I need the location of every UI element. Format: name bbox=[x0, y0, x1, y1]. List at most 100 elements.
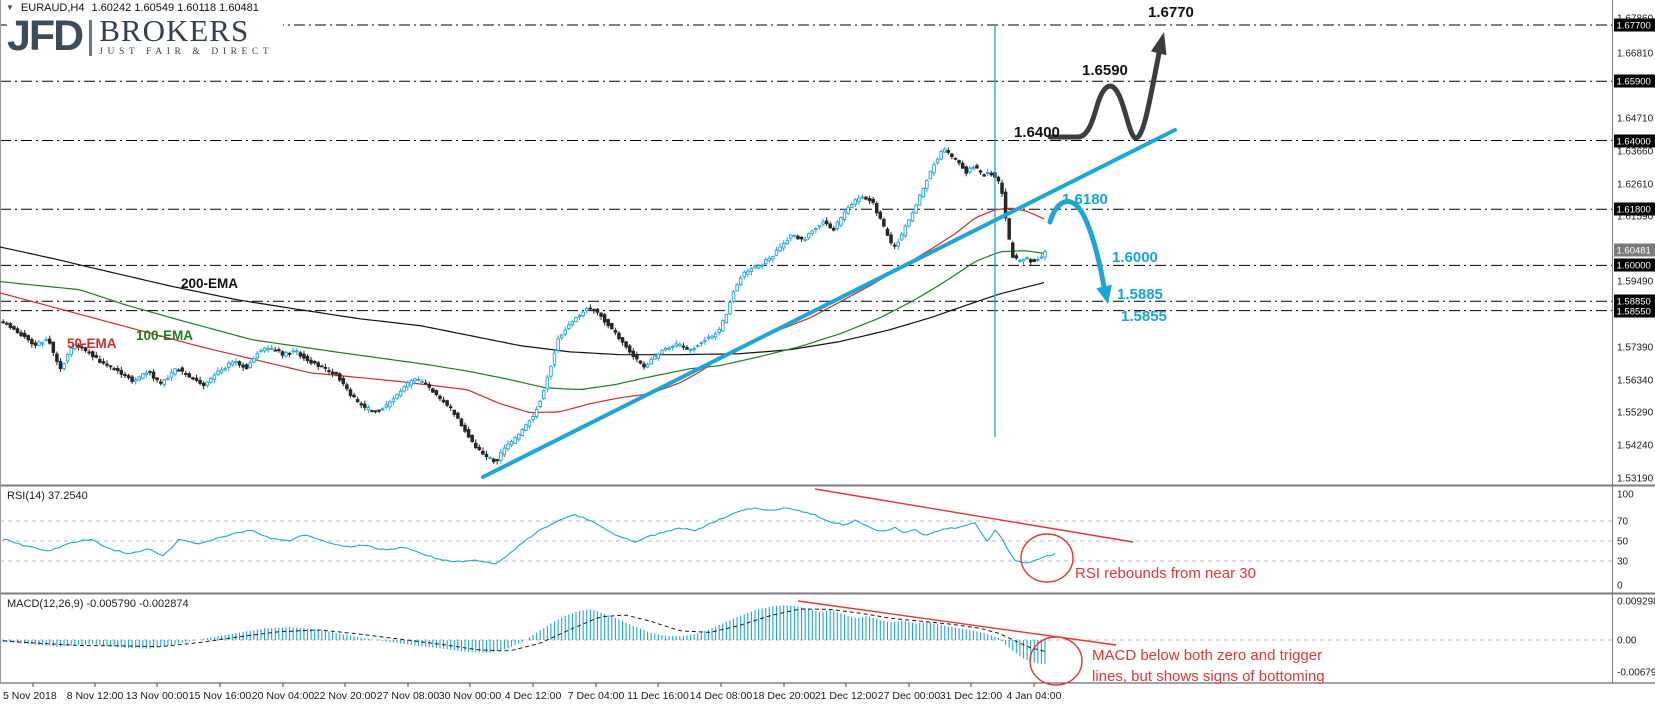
candle-body bbox=[463, 424, 467, 432]
candle-body bbox=[617, 332, 621, 340]
current-price-badge bbox=[1614, 243, 1655, 257]
macd-annotation-note-line2[interactable]: lines, but shows signs of bottoming bbox=[1092, 668, 1325, 685]
candle-body bbox=[763, 259, 768, 265]
candle-body bbox=[33, 342, 38, 346]
jfd-brokers-logo: JFD BROKERS JUST FAIR & DIRECT bbox=[7, 15, 284, 60]
candle-body bbox=[588, 307, 593, 310]
time-axis-label: 22 Nov 20:00 bbox=[314, 690, 377, 702]
rsi-annotation-note[interactable]: RSI rebounds from near 30 bbox=[1075, 565, 1256, 582]
candle-body bbox=[946, 150, 951, 153]
candle-body bbox=[542, 390, 546, 399]
macd-divergence-trendline[interactable] bbox=[797, 600, 1117, 646]
level-1-6000[interactable]: 1.6000 bbox=[1112, 249, 1158, 266]
candle-body bbox=[985, 172, 990, 174]
candle-body bbox=[846, 207, 850, 214]
candle-body bbox=[631, 350, 636, 358]
ema200-label[interactable]: 200-EMA bbox=[181, 276, 239, 291]
ema100-line bbox=[0, 250, 1045, 390]
candle-body bbox=[925, 180, 929, 189]
candle-body bbox=[262, 347, 267, 352]
rsi-highlight-circle[interactable] bbox=[1020, 533, 1074, 583]
macd-highlight-circle[interactable] bbox=[1029, 636, 1083, 686]
candle-body bbox=[12, 326, 16, 330]
ema50-line bbox=[0, 207, 1045, 414]
target-level-1-6590[interactable]: 1.6590 bbox=[1082, 62, 1128, 79]
candle-body bbox=[320, 365, 324, 368]
level-1-6400[interactable]: 1.6400 bbox=[1014, 124, 1060, 141]
candle-body bbox=[90, 351, 95, 358]
bullish-projection-arrowhead-icon[interactable] bbox=[1150, 32, 1167, 56]
candle-body bbox=[509, 441, 514, 446]
candle-body bbox=[323, 366, 328, 369]
rsi-axis-label: 30 bbox=[1617, 557, 1629, 568]
ema50-label[interactable]: 50-EMA bbox=[67, 336, 117, 351]
candle-body bbox=[180, 367, 184, 372]
candle-body bbox=[373, 410, 378, 413]
time-axis-label: 27 Dec 00:00 bbox=[878, 690, 941, 702]
ascending-trendline[interactable] bbox=[481, 128, 1177, 479]
level-1-6180[interactable]: 1.6180 bbox=[1062, 191, 1108, 208]
candle-body bbox=[513, 437, 517, 444]
candle-body bbox=[810, 230, 815, 234]
level-1-5885[interactable]: 1.5885 bbox=[1117, 286, 1163, 303]
candle-body bbox=[162, 379, 167, 386]
pullback-arrow-path[interactable] bbox=[1047, 199, 1107, 290]
price-axis-label: 1.64710 bbox=[1617, 114, 1654, 125]
bullish-projection-path[interactable] bbox=[1047, 50, 1162, 141]
candle-body bbox=[474, 442, 478, 449]
rsi-divergence-trendline[interactable] bbox=[814, 488, 1134, 543]
candle-body bbox=[237, 361, 242, 366]
candle-body bbox=[749, 268, 754, 272]
candle-body bbox=[653, 355, 657, 360]
candle-body bbox=[638, 360, 643, 364]
candle-body bbox=[907, 219, 911, 227]
candle-body bbox=[384, 404, 389, 408]
candle-body bbox=[83, 347, 88, 352]
candle-body bbox=[431, 388, 435, 393]
candle-body bbox=[176, 369, 181, 372]
candle-body bbox=[137, 376, 141, 381]
candle-body bbox=[968, 167, 972, 173]
candle-body bbox=[796, 235, 800, 240]
level-1-5855[interactable]: 1.5855 bbox=[1121, 308, 1167, 325]
ema100-label[interactable]: 100-EMA bbox=[136, 328, 194, 343]
candle-body bbox=[792, 234, 797, 237]
candle-body bbox=[928, 170, 933, 180]
candle-body bbox=[610, 323, 614, 330]
rsi-axis-label: 100 bbox=[1617, 490, 1634, 501]
macd-annotation-note-line1[interactable]: MACD below both zero and trigger bbox=[1092, 647, 1323, 664]
price-level-badge bbox=[1614, 134, 1655, 148]
candle-body bbox=[87, 351, 91, 354]
candle-body bbox=[273, 349, 278, 352]
candle-body bbox=[402, 386, 406, 392]
candle-body bbox=[15, 328, 20, 334]
candle-body bbox=[882, 218, 886, 227]
candle-body bbox=[316, 362, 320, 367]
candle-body bbox=[620, 337, 625, 343]
candle-body bbox=[44, 339, 48, 342]
collapse-triangle-icon[interactable]: ▼ bbox=[6, 3, 14, 12]
candle-body bbox=[144, 372, 149, 375]
target-level-1-6770[interactable]: 1.6770 bbox=[1148, 4, 1194, 21]
price-axis-label: 1.63660 bbox=[1617, 147, 1654, 158]
candle-body bbox=[280, 351, 285, 356]
candle-body bbox=[55, 353, 59, 362]
price-level-badge-text: 1.64000 bbox=[1617, 137, 1651, 148]
candle-body bbox=[459, 418, 464, 427]
candle-body bbox=[717, 328, 721, 333]
candle-body bbox=[363, 403, 367, 408]
candle-body bbox=[706, 336, 711, 339]
candle-body bbox=[964, 166, 968, 174]
candle-body bbox=[842, 211, 847, 220]
time-axis-label: 5 Nov 2018 bbox=[3, 690, 57, 702]
symbol-period-label: EURAUD,H4 bbox=[20, 2, 85, 14]
pullback-arrowhead-icon[interactable] bbox=[1096, 284, 1112, 304]
candle-body bbox=[22, 332, 27, 338]
time-axis-label: 8 Nov 12:00 bbox=[67, 690, 124, 702]
candle-body bbox=[1003, 191, 1008, 219]
candle-body bbox=[531, 416, 535, 420]
candle-body bbox=[563, 329, 568, 335]
candle-body bbox=[785, 240, 789, 245]
candle-body bbox=[674, 343, 678, 347]
candle-body bbox=[388, 401, 392, 408]
